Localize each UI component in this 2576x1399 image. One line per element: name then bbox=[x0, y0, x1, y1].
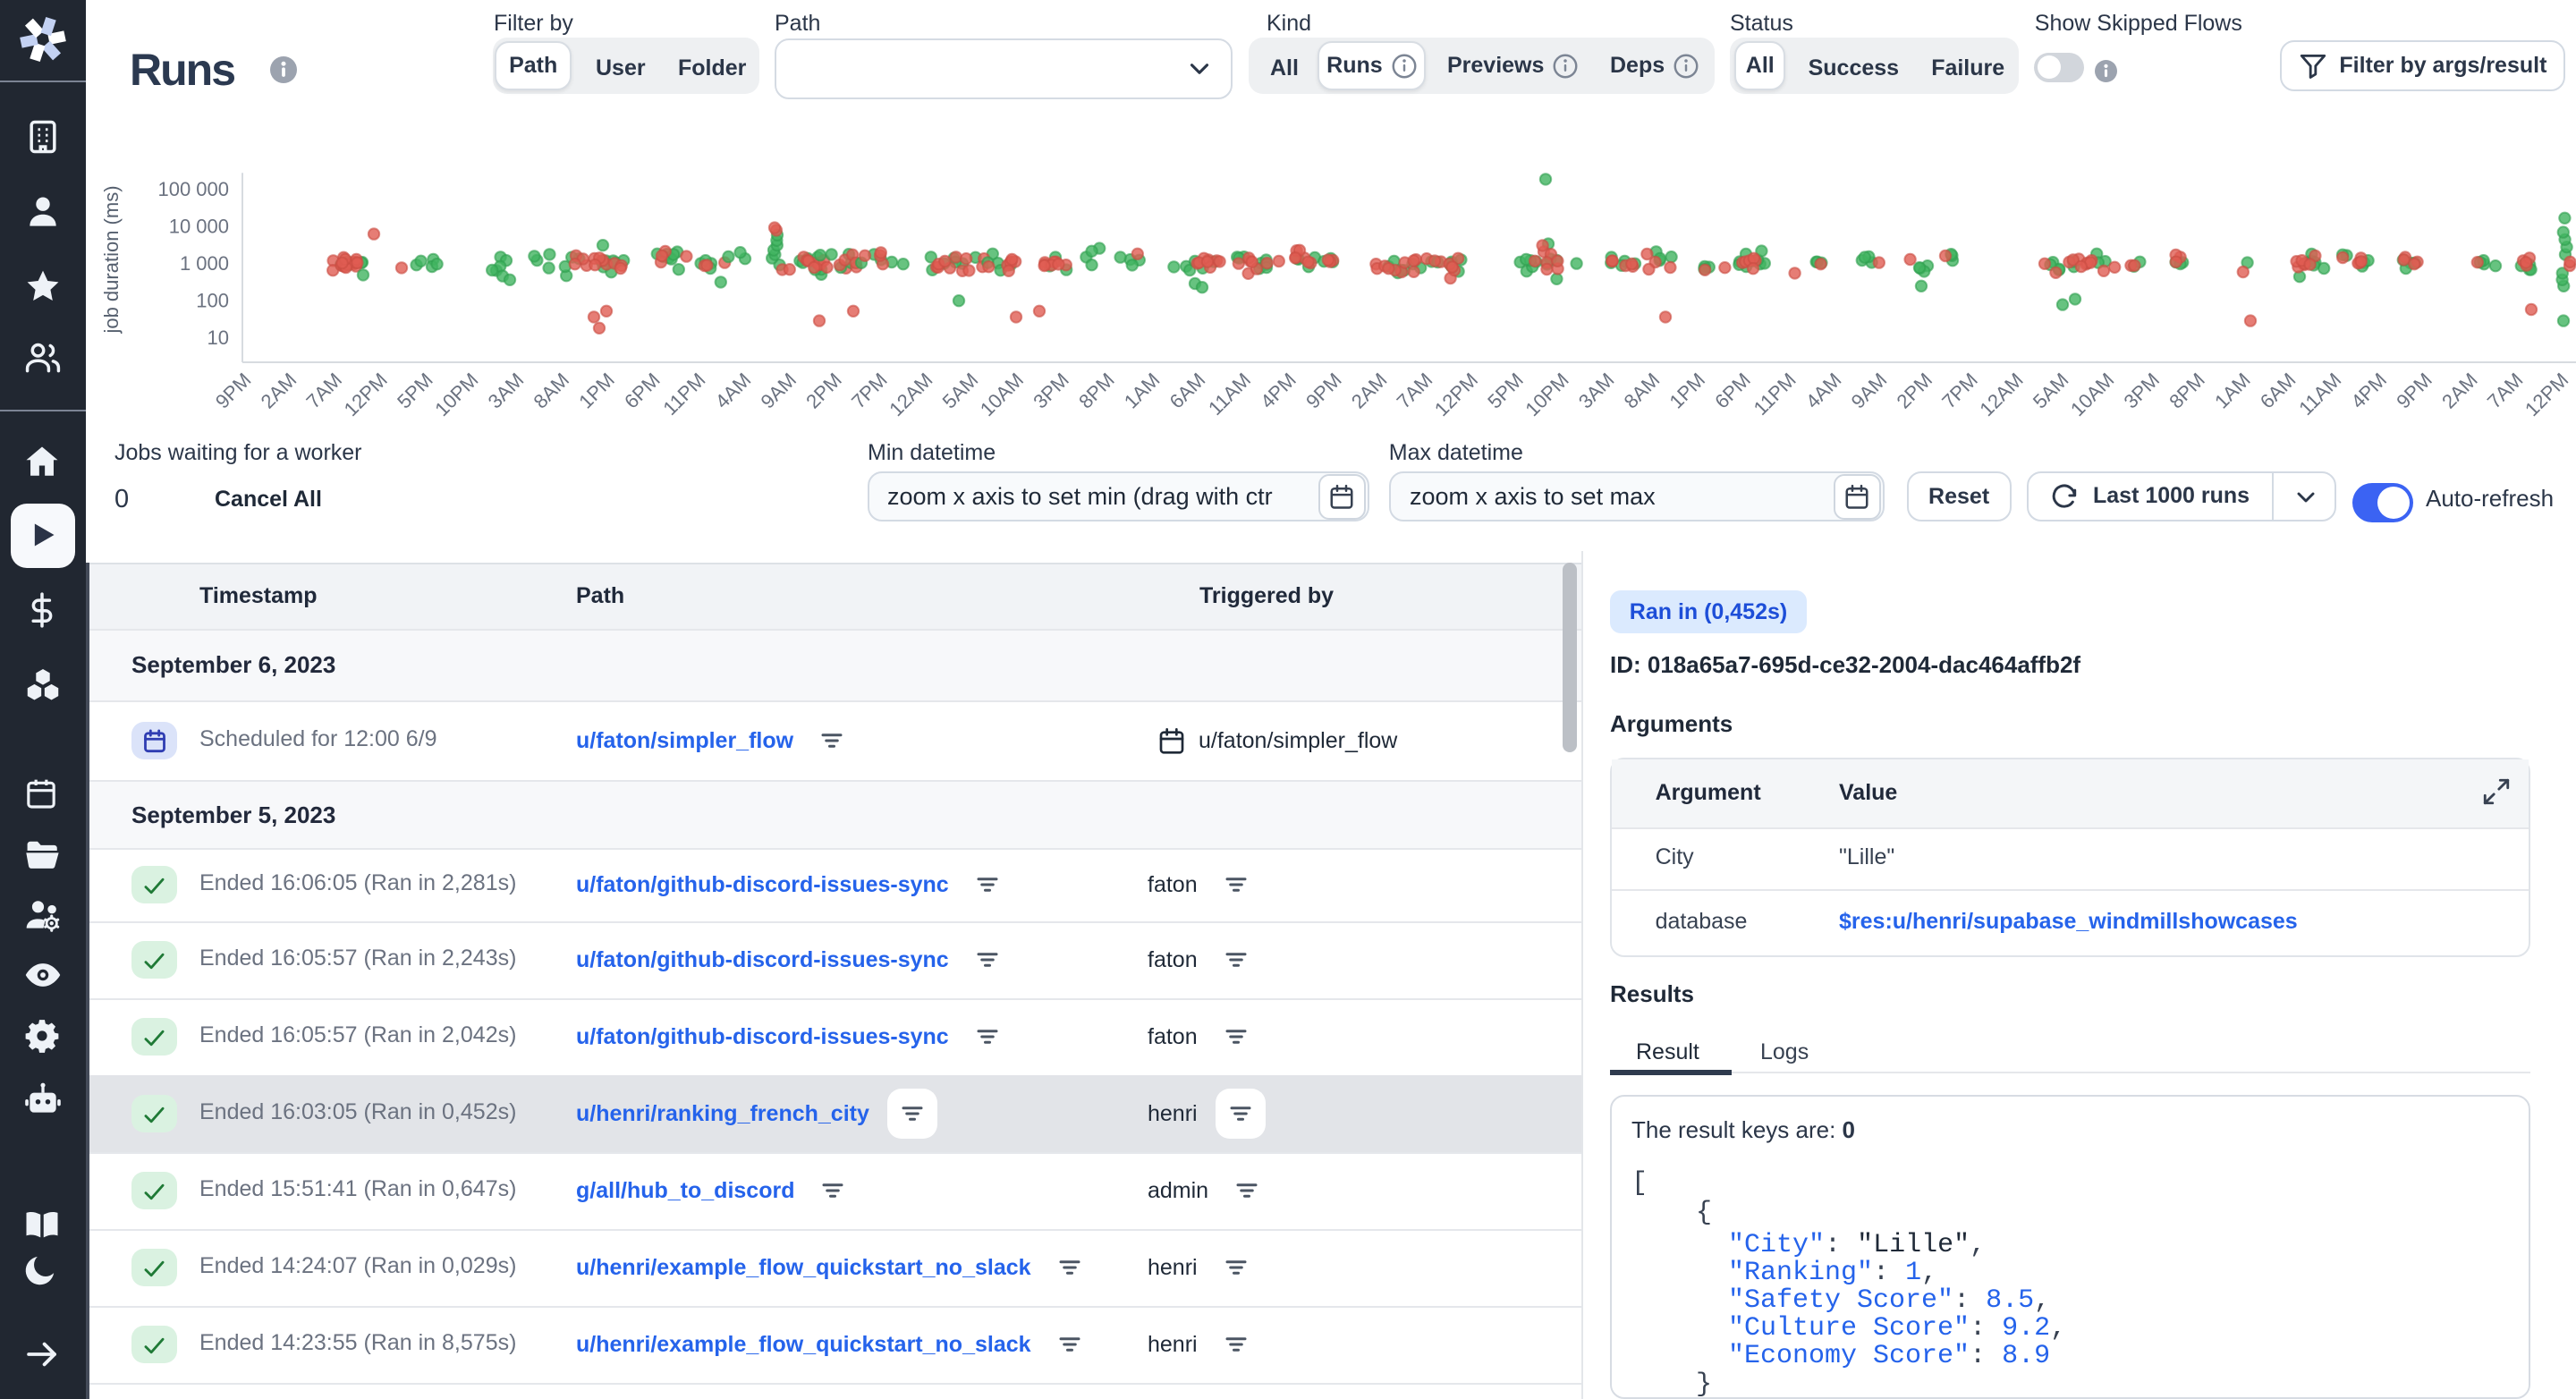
svg-text:9PM: 9PM bbox=[2392, 369, 2436, 413]
svg-text:4PM: 4PM bbox=[1256, 369, 1301, 413]
svg-text:2AM: 2AM bbox=[257, 369, 301, 413]
svg-text:9PM: 9PM bbox=[1301, 369, 1346, 413]
svg-text:7AM: 7AM bbox=[1393, 369, 1437, 413]
svg-text:12AM: 12AM bbox=[885, 369, 936, 420]
svg-text:5PM: 5PM bbox=[393, 369, 437, 413]
svg-text:9AM: 9AM bbox=[756, 369, 801, 413]
svg-text:4AM: 4AM bbox=[1801, 369, 1846, 413]
svg-text:10 000: 10 000 bbox=[169, 215, 229, 237]
svg-text:10AM: 10AM bbox=[2066, 369, 2118, 420]
svg-text:9PM: 9PM bbox=[211, 369, 256, 413]
svg-text:2PM: 2PM bbox=[1892, 369, 1936, 413]
svg-text:12PM: 12PM bbox=[2521, 369, 2572, 420]
svg-text:10: 10 bbox=[208, 326, 229, 349]
svg-text:3PM: 3PM bbox=[2119, 369, 2164, 413]
svg-text:7AM: 7AM bbox=[301, 369, 346, 413]
svg-text:8AM: 8AM bbox=[529, 369, 573, 413]
svg-text:job duration (ms): job duration (ms) bbox=[100, 185, 123, 334]
svg-text:8PM: 8PM bbox=[2165, 369, 2209, 413]
svg-text:1 000: 1 000 bbox=[180, 252, 229, 275]
svg-text:1PM: 1PM bbox=[1665, 369, 1709, 413]
svg-text:3AM: 3AM bbox=[1574, 369, 1619, 413]
svg-text:10AM: 10AM bbox=[976, 369, 1028, 420]
svg-text:5AM: 5AM bbox=[2029, 369, 2073, 413]
svg-text:6PM: 6PM bbox=[620, 369, 665, 413]
svg-text:11PM: 11PM bbox=[1750, 369, 1801, 420]
svg-text:11PM: 11PM bbox=[658, 369, 709, 420]
svg-text:3PM: 3PM bbox=[1029, 369, 1073, 413]
svg-text:7PM: 7PM bbox=[1937, 369, 1982, 413]
svg-text:3AM: 3AM bbox=[484, 369, 529, 413]
svg-text:7PM: 7PM bbox=[847, 369, 892, 413]
svg-text:100: 100 bbox=[196, 290, 229, 312]
svg-text:11AM: 11AM bbox=[1204, 369, 1255, 420]
svg-text:6AM: 6AM bbox=[1165, 369, 1210, 413]
svg-text:100 000: 100 000 bbox=[157, 178, 229, 200]
svg-text:6AM: 6AM bbox=[2256, 369, 2301, 413]
svg-text:8PM: 8PM bbox=[1074, 369, 1119, 413]
svg-text:4AM: 4AM bbox=[711, 369, 756, 413]
svg-text:2AM: 2AM bbox=[2437, 369, 2482, 413]
svg-text:8AM: 8AM bbox=[1620, 369, 1665, 413]
svg-text:12PM: 12PM bbox=[1430, 369, 1482, 420]
svg-text:2AM: 2AM bbox=[1347, 369, 1392, 413]
svg-text:6PM: 6PM bbox=[1710, 369, 1755, 413]
svg-text:11AM: 11AM bbox=[2294, 369, 2345, 420]
svg-text:7AM: 7AM bbox=[2483, 369, 2528, 413]
svg-text:12AM: 12AM bbox=[1975, 369, 2027, 420]
svg-text:5PM: 5PM bbox=[1483, 369, 1528, 413]
svg-text:1PM: 1PM bbox=[574, 369, 619, 413]
svg-text:9AM: 9AM bbox=[1847, 369, 1892, 413]
svg-text:10PM: 10PM bbox=[430, 369, 482, 420]
svg-text:12PM: 12PM bbox=[340, 369, 392, 420]
svg-text:10PM: 10PM bbox=[1521, 369, 1572, 420]
svg-text:1AM: 1AM bbox=[2210, 369, 2255, 413]
svg-text:1AM: 1AM bbox=[1120, 369, 1165, 413]
svg-text:5AM: 5AM bbox=[938, 369, 983, 413]
svg-text:4PM: 4PM bbox=[2346, 369, 2391, 413]
svg-text:2PM: 2PM bbox=[801, 369, 846, 413]
